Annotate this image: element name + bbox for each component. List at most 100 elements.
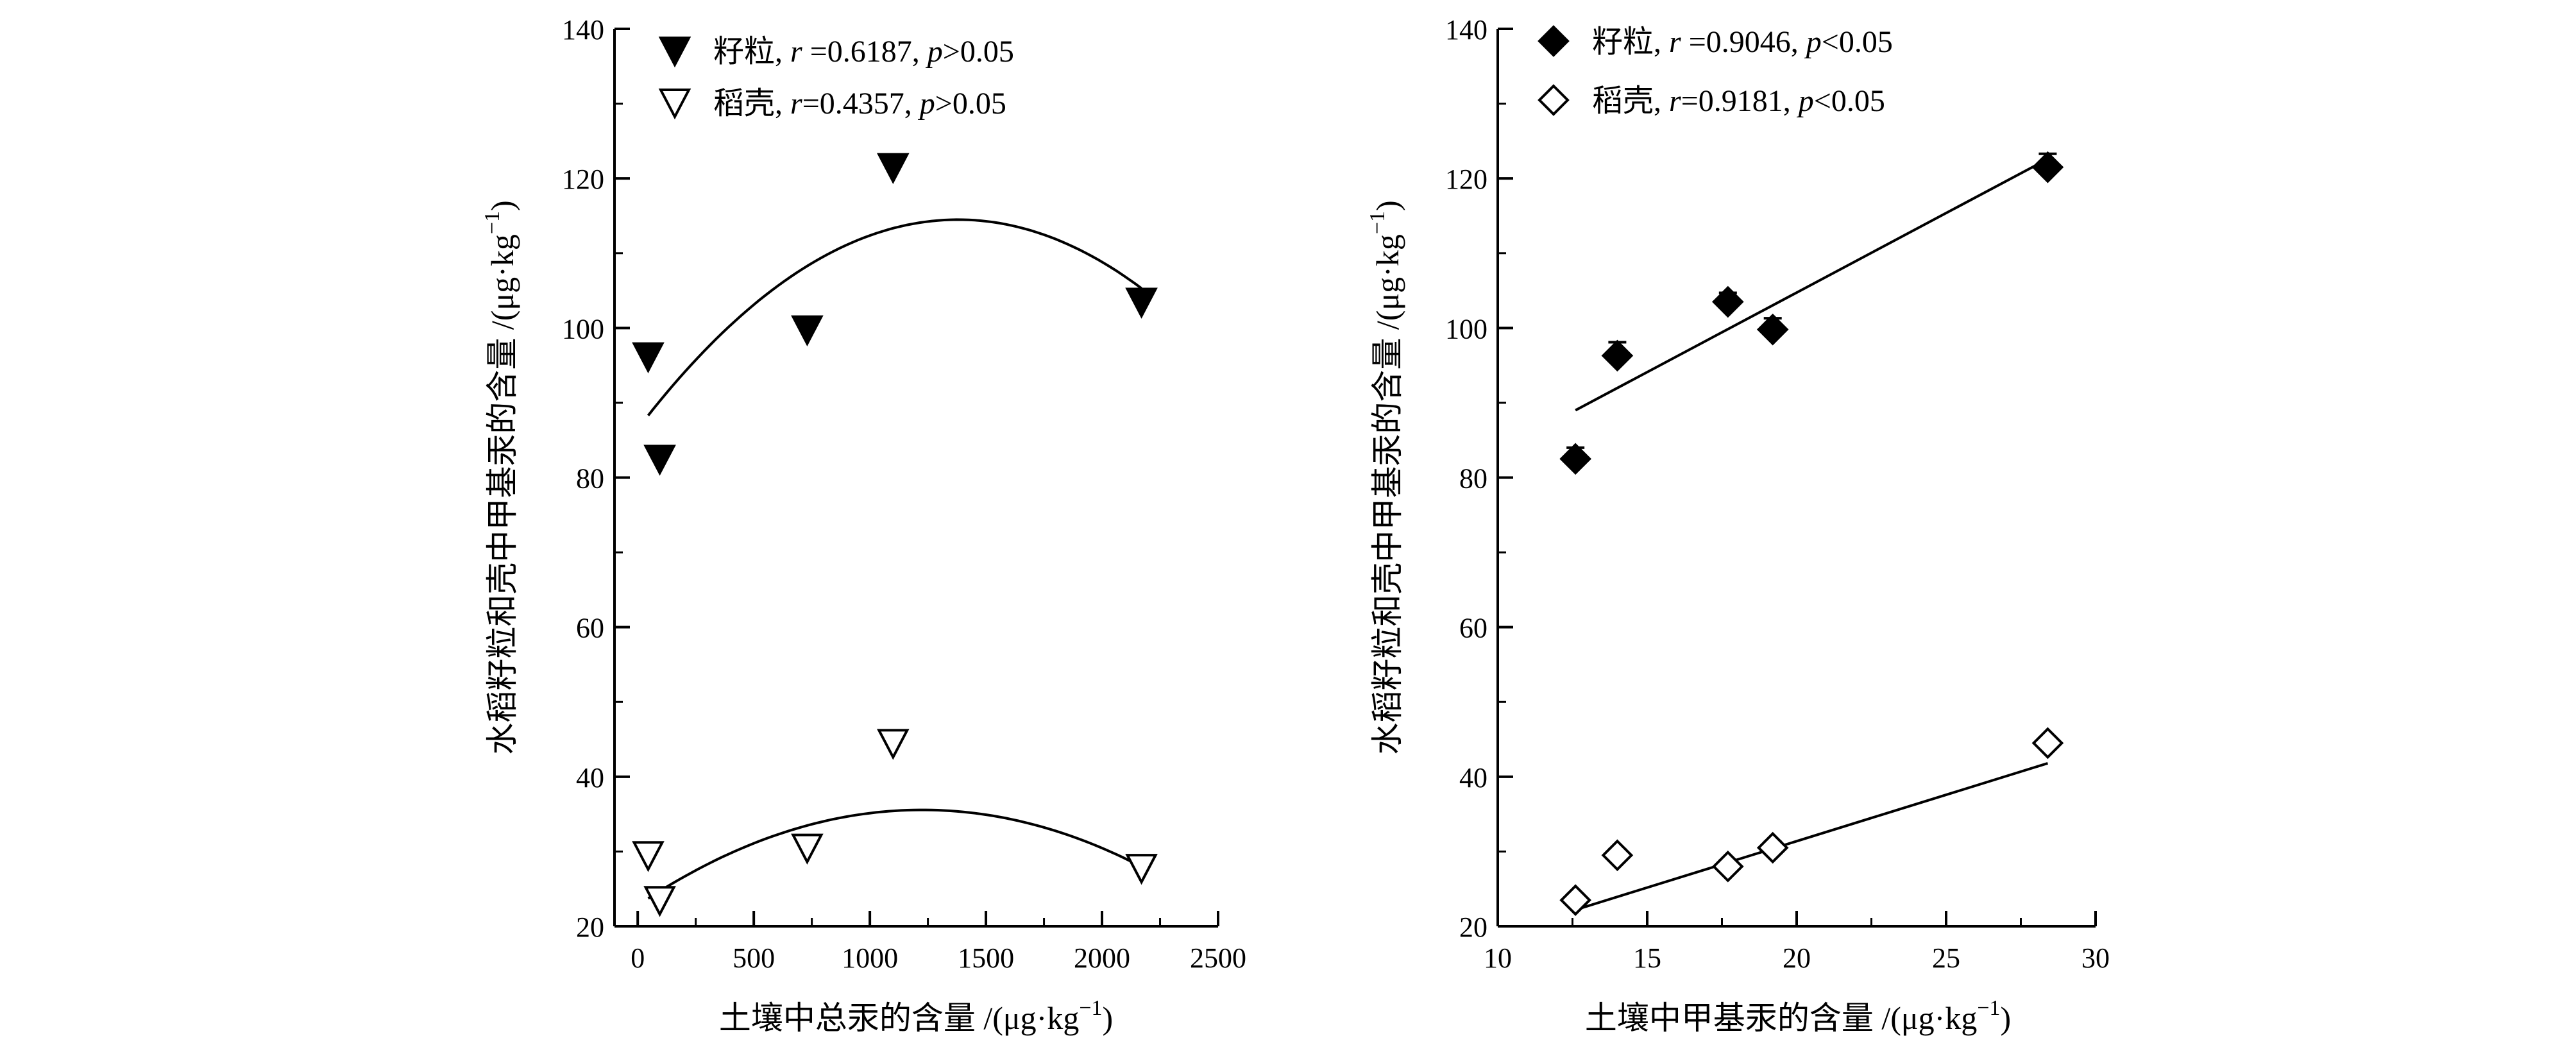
legend-series-name: 籽粒 [713, 35, 775, 69]
x-axis-label-sup: −1 [1079, 996, 1102, 1020]
x-tick-label: 1000 [842, 942, 898, 974]
data-point [1125, 287, 1158, 319]
x-axis-label-text: 土壤中总汞的含量 /(μg·kg [719, 1000, 1080, 1036]
x-tick-label: 20 [1783, 942, 1811, 974]
legend-series-name: 稻壳 [1592, 84, 1654, 118]
legend-stat: , [1654, 84, 1669, 118]
data-point [1711, 850, 1744, 883]
data-point [791, 315, 824, 346]
y-axis-label-sup: −1 [1366, 211, 1389, 234]
y-tick-label: 140 [562, 14, 604, 46]
x-axis-label: 土壤中甲基汞的含量 /(μg·kg−1) [1585, 996, 2011, 1036]
legend-stat: r [1669, 84, 1681, 118]
legend-stat: r [790, 35, 802, 69]
y-tick-label: 100 [1445, 313, 1487, 344]
y-tick-label: 60 [1459, 613, 1487, 644]
data-point [1559, 443, 1591, 475]
chart-left-total-hg: 20 40 60 80 100 120 140 0 500 1000 1500 2000 2500 土壤中… [480, 14, 1246, 1036]
fit-curve [647, 808, 1142, 900]
x-axis-label-close: ) [1103, 1000, 1114, 1036]
legend-stat: =0.9181, [1681, 84, 1799, 118]
data-point [1756, 831, 1789, 864]
data-point [877, 729, 910, 760]
y-axis-label: 水稻籽粒和壳中甲基汞的含量 /(μg·kg−1) [480, 200, 520, 754]
x-tick-label: 15 [1633, 942, 1661, 974]
x-tick-label: 30 [2081, 942, 2110, 974]
y-tick-label: 140 [1445, 14, 1487, 46]
legend-stat: p [926, 35, 943, 69]
legend-stat: , [775, 87, 790, 121]
x-tick-label: 2000 [1074, 942, 1130, 974]
data-point [1711, 285, 1744, 318]
chart-right-methyl-hg: 20 40 60 80 100 120 140 10 15 20 25 30 土壤中甲基汞的含量 /(μ… [1366, 14, 2110, 1036]
legend-stat: r [790, 87, 802, 121]
data-point [791, 833, 824, 865]
y-tick-label: 60 [576, 613, 604, 644]
data-point [1601, 339, 1634, 372]
legend-marker [658, 37, 691, 68]
y-axis-label-close: ) [484, 200, 520, 211]
data-point [632, 342, 665, 373]
data-point [1125, 854, 1158, 885]
legend-series-name: 稻壳 [713, 87, 775, 121]
data-point [877, 153, 910, 184]
data-point [1559, 884, 1591, 917]
x-axis-label-sup: −1 [1977, 996, 2000, 1020]
legend-stat: =0.4357, [802, 87, 920, 121]
legend-entry: 籽粒, r =0.9046, p<0.05 [1592, 25, 1893, 59]
x-tick-label: 2500 [1190, 942, 1246, 974]
x-axis-label: 土壤中总汞的含量 /(μg·kg−1) [719, 996, 1113, 1036]
data-point [1756, 313, 1789, 346]
y-axis-label: 水稻籽粒和壳中甲基汞的含量 /(μg·kg−1) [1366, 200, 1405, 754]
legend-stat: =0.6187, [802, 35, 928, 69]
fit-line [1575, 158, 2049, 412]
y-axis-label-text: 水稻籽粒和壳中甲基汞的含量 /(μg·kg [484, 234, 520, 755]
x-tick-label: 10 [1484, 942, 1512, 974]
data-point [2031, 151, 2064, 183]
fit-line [1575, 761, 2049, 912]
y-axis-label-close: ) [1369, 200, 1405, 211]
legend-series-name: 籽粒 [1592, 25, 1654, 59]
data-point [2031, 727, 2064, 760]
legend-stat: >0.05 [943, 35, 1014, 69]
legend-stat: p [1804, 25, 1822, 59]
data-point [632, 841, 665, 872]
legend-entry: 籽粒, r =0.6187, p>0.05 [713, 35, 1014, 69]
x-tick-label: 500 [733, 942, 775, 974]
legend-entry: 稻壳, r=0.9181, p<0.05 [1592, 84, 1885, 118]
legend-stat: =0.9046, [1681, 25, 1806, 59]
y-tick-label: 40 [1459, 762, 1487, 794]
fit-curve [647, 218, 1142, 416]
legend-stat: r [1669, 25, 1681, 59]
x-tick-label: 0 [631, 942, 645, 974]
data-point [1601, 839, 1634, 872]
legend-marker [1538, 25, 1570, 57]
legend-stat: p [1797, 84, 1814, 118]
x-tick-label: 25 [1932, 942, 1960, 974]
legend-stat: >0.05 [935, 87, 1006, 121]
legend-entry: 稻壳, r=0.4357, p>0.05 [713, 87, 1006, 121]
y-axis-label-sup: −1 [480, 211, 504, 234]
legend-stat: p [918, 87, 935, 121]
x-tick-label: 1500 [958, 942, 1014, 974]
legend-stat: <0.05 [1822, 25, 1893, 59]
y-tick-label: 80 [1459, 463, 1487, 495]
y-tick-label: 40 [576, 762, 604, 794]
y-tick-label: 20 [1459, 912, 1487, 943]
y-tick-label: 20 [576, 912, 604, 943]
y-tick-label: 120 [1445, 164, 1487, 195]
legend-stat: , [1654, 25, 1669, 59]
y-axis-label-text: 水稻籽粒和壳中甲基汞的含量 /(μg·kg [1369, 234, 1405, 755]
data-point [643, 445, 676, 476]
legend-stat: <0.05 [1814, 84, 1885, 118]
x-axis-label-text: 土壤中甲基汞的含量 /(μg·kg [1585, 1000, 1978, 1036]
y-tick-label: 80 [576, 463, 604, 495]
legend-marker [658, 89, 691, 120]
legend-stat: , [775, 35, 790, 69]
legend-marker [1538, 84, 1570, 116]
x-axis-label-close: ) [2001, 1000, 2012, 1036]
y-tick-label: 120 [562, 164, 604, 195]
data-point [643, 886, 676, 917]
y-tick-label: 100 [562, 313, 604, 344]
